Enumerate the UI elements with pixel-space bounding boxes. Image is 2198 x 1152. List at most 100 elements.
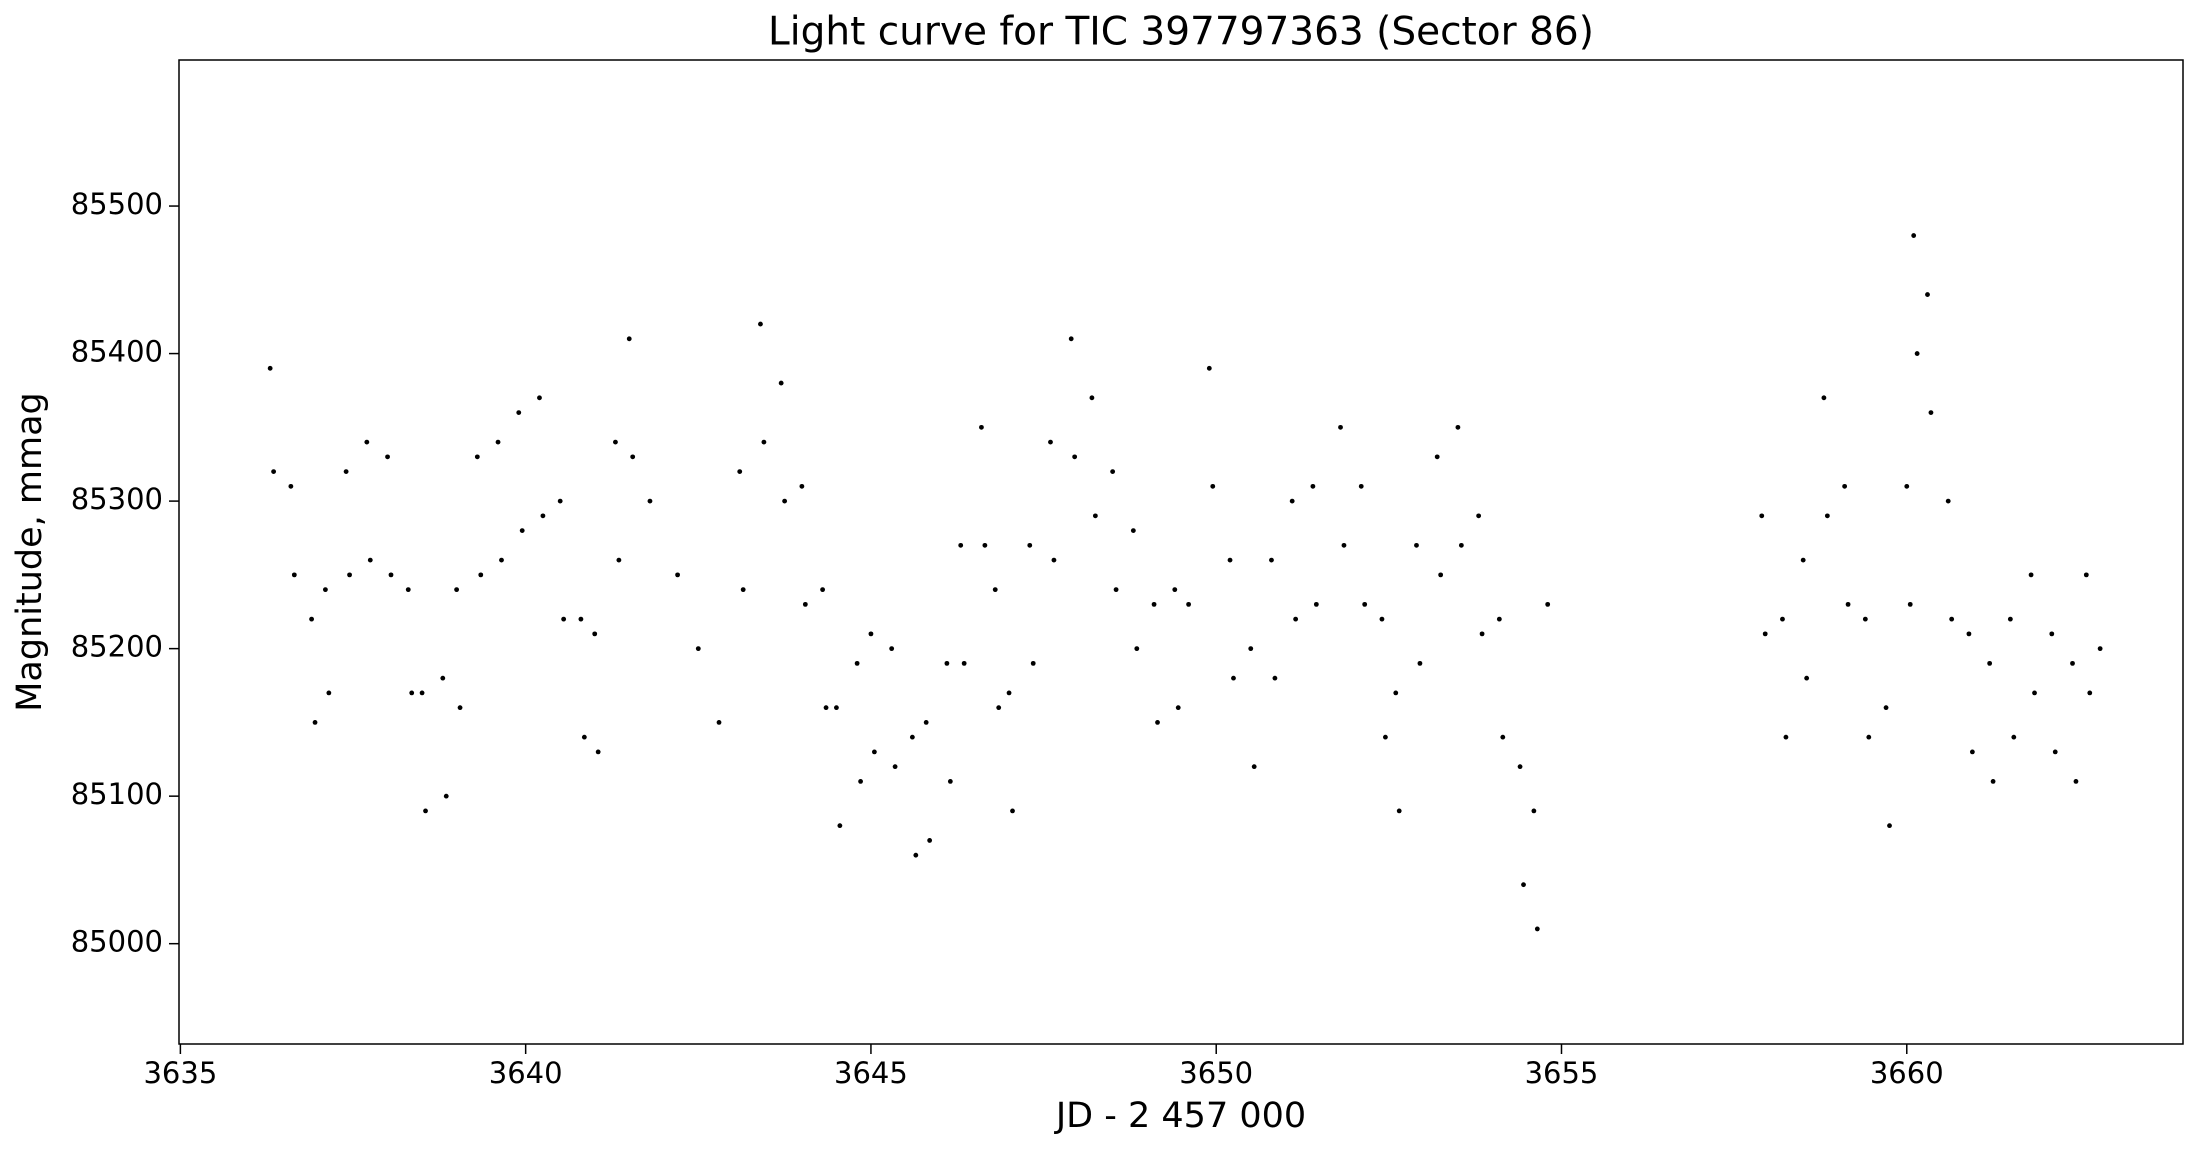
data-point bbox=[2007, 616, 2013, 622]
data-point bbox=[799, 483, 805, 489]
data-point bbox=[1545, 601, 1551, 607]
y-tick-label: 85500 bbox=[71, 187, 163, 221]
data-point bbox=[871, 749, 877, 755]
data-point bbox=[1414, 542, 1419, 548]
chart-title: Light curve for TIC 397797363 (Sector 86… bbox=[768, 10, 1594, 55]
data-point bbox=[388, 572, 394, 578]
data-point bbox=[537, 395, 542, 401]
data-point bbox=[1362, 601, 1368, 607]
data-point bbox=[1762, 631, 1768, 637]
data-point bbox=[423, 808, 428, 814]
data-point bbox=[737, 469, 743, 474]
data-point bbox=[478, 572, 484, 578]
data-point bbox=[2049, 631, 2055, 637]
data-point bbox=[854, 660, 860, 666]
data-point bbox=[1341, 542, 1347, 548]
data-point bbox=[326, 690, 332, 696]
data-point bbox=[1759, 513, 1765, 519]
data-point bbox=[695, 646, 701, 652]
data-point bbox=[343, 469, 349, 474]
data-point bbox=[440, 675, 446, 681]
data-point bbox=[1417, 660, 1423, 666]
data-point bbox=[1010, 808, 1015, 814]
data-point bbox=[347, 572, 352, 578]
data-point bbox=[2083, 572, 2089, 578]
data-point bbox=[837, 823, 843, 829]
data-point bbox=[1338, 424, 1343, 430]
data-point bbox=[592, 631, 598, 637]
data-point bbox=[1783, 734, 1789, 740]
data-point bbox=[1383, 734, 1388, 740]
data-point bbox=[802, 601, 808, 607]
data-point bbox=[499, 557, 504, 563]
data-point bbox=[2052, 749, 2058, 755]
data-point bbox=[474, 454, 480, 460]
data-point bbox=[1089, 395, 1095, 401]
data-point bbox=[1887, 823, 1892, 829]
data-point bbox=[868, 631, 874, 637]
data-point bbox=[516, 410, 522, 415]
data-point bbox=[1210, 483, 1216, 489]
y-tick-label: 85100 bbox=[71, 777, 163, 811]
data-point bbox=[1227, 557, 1233, 563]
data-point bbox=[616, 557, 622, 563]
data-point bbox=[626, 336, 632, 342]
data-point bbox=[322, 587, 328, 593]
data-point bbox=[1883, 705, 1889, 711]
y-tick-label: 85300 bbox=[71, 482, 163, 516]
data-point bbox=[2087, 690, 2093, 696]
data-point bbox=[1113, 587, 1119, 593]
data-point bbox=[1206, 365, 1212, 371]
data-point bbox=[1438, 572, 1444, 578]
data-point bbox=[409, 690, 415, 696]
data-point bbox=[613, 439, 618, 445]
data-point bbox=[1925, 292, 1930, 297]
data-point bbox=[1800, 557, 1806, 563]
data-point bbox=[834, 705, 839, 711]
data-point bbox=[1945, 498, 1951, 504]
x-tick-label: 3655 bbox=[1525, 1056, 1599, 1090]
data-point bbox=[1862, 616, 1868, 622]
data-point bbox=[385, 454, 390, 460]
points bbox=[267, 233, 2103, 932]
data-point bbox=[927, 838, 933, 843]
data-point bbox=[1804, 675, 1810, 681]
data-point bbox=[443, 793, 449, 799]
data-point bbox=[892, 764, 898, 770]
data-point bbox=[454, 587, 460, 593]
data-point bbox=[2028, 572, 2034, 578]
data-point bbox=[1990, 779, 1996, 784]
data-point bbox=[2032, 690, 2037, 696]
data-point bbox=[267, 365, 273, 371]
data-point bbox=[1072, 454, 1078, 460]
data-point bbox=[1068, 336, 1074, 342]
data-point bbox=[540, 513, 546, 519]
data-point bbox=[675, 572, 680, 578]
data-point bbox=[557, 498, 563, 504]
data-point bbox=[1310, 483, 1316, 489]
x-tick-label: 3640 bbox=[489, 1056, 563, 1090]
data-point bbox=[1231, 675, 1236, 681]
data-point bbox=[2011, 734, 2017, 740]
y-axis-label: Magnitude, mmag bbox=[10, 392, 50, 712]
data-point bbox=[778, 380, 784, 386]
data-point bbox=[271, 469, 277, 474]
data-point bbox=[823, 705, 829, 711]
data-point bbox=[1780, 616, 1785, 622]
data-point bbox=[909, 734, 915, 740]
data-point bbox=[1521, 882, 1526, 888]
data-point bbox=[1272, 675, 1278, 681]
data-point bbox=[2070, 660, 2075, 666]
data-point bbox=[457, 705, 463, 711]
data-point bbox=[1904, 483, 1910, 489]
data-point bbox=[1496, 616, 1502, 622]
data-point bbox=[1987, 660, 1993, 666]
data-point bbox=[405, 587, 411, 593]
data-point bbox=[1186, 601, 1191, 607]
data-point bbox=[1393, 690, 1399, 696]
data-point bbox=[1110, 469, 1116, 474]
data-point bbox=[1379, 616, 1385, 622]
data-point bbox=[367, 557, 373, 563]
data-point bbox=[1358, 483, 1364, 489]
